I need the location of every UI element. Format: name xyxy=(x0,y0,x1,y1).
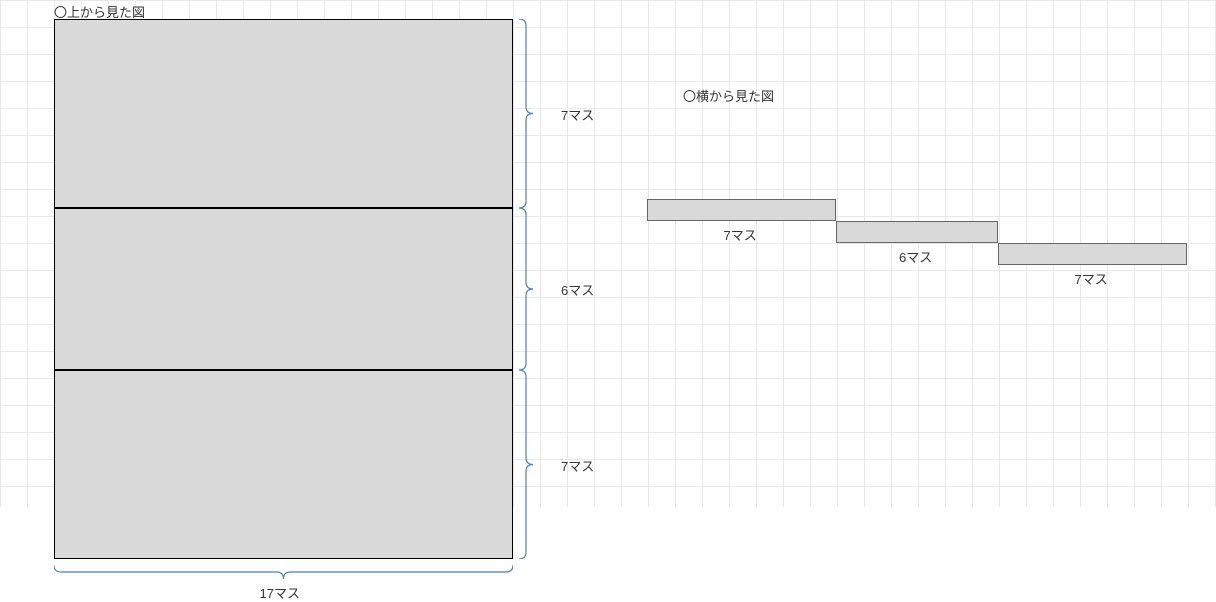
gridline-vertical xyxy=(648,0,649,507)
gridline-vertical xyxy=(540,0,541,507)
gridline-vertical xyxy=(729,0,730,507)
gridline-vertical xyxy=(783,0,784,507)
gridline-vertical xyxy=(891,0,892,507)
top-view-row xyxy=(54,208,513,370)
side-view-bar xyxy=(998,243,1187,265)
gridline-horizontal xyxy=(0,0,1216,1)
top-view-row xyxy=(54,370,513,559)
gridline-vertical xyxy=(0,0,1,507)
brace-vertical xyxy=(519,19,537,208)
brace-horizontal xyxy=(54,565,513,583)
gridline-vertical xyxy=(837,0,838,507)
gridline-vertical xyxy=(1188,0,1189,507)
top-view-row-label: 6マス xyxy=(561,280,594,299)
top-view-row-label: 7マス xyxy=(561,456,594,475)
gridline-vertical xyxy=(513,0,514,507)
gridline-vertical xyxy=(675,0,676,507)
gridline-vertical xyxy=(756,0,757,507)
gridline-vertical xyxy=(702,0,703,507)
top-view-row xyxy=(54,19,513,208)
side-view-bar-label: 7マス xyxy=(724,225,757,244)
side-view-bar-label: 7マス xyxy=(1075,269,1108,288)
diagram-canvas: 〇上から見た図7マス6マス7マス17マス〇横から見た図7マス6マス7マス xyxy=(0,0,1216,507)
gridline-vertical xyxy=(945,0,946,507)
gridline-vertical xyxy=(864,0,865,507)
gridline-vertical xyxy=(972,0,973,507)
side-view-title: 〇横から見た図 xyxy=(683,86,774,105)
top-view-width-label: 17マス xyxy=(260,583,300,602)
top-view-row-label: 7マス xyxy=(561,105,594,124)
side-view-bar xyxy=(647,199,836,221)
brace-vertical xyxy=(519,370,537,559)
brace-vertical xyxy=(519,208,537,370)
gridline-vertical xyxy=(567,0,568,507)
gridline-vertical xyxy=(621,0,622,507)
side-view-bar xyxy=(836,221,998,243)
gridline-vertical xyxy=(594,0,595,507)
gridline-vertical xyxy=(27,0,28,507)
side-view-bar-label: 6マス xyxy=(899,247,932,266)
gridline-vertical xyxy=(810,0,811,507)
